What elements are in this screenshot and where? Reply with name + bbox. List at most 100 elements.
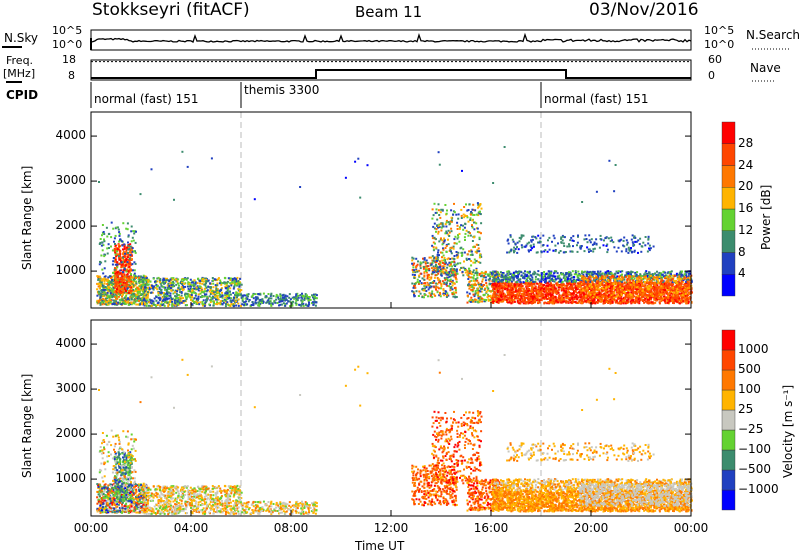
- echo-cell: [481, 284, 483, 286]
- echo-cell: [435, 283, 437, 285]
- echo-cell: [242, 298, 244, 300]
- echo-cell: [135, 296, 137, 298]
- echo-cell: [118, 287, 120, 289]
- echo-cell: [184, 286, 186, 288]
- echo-cell: [193, 292, 195, 294]
- echo-cell: [138, 277, 140, 279]
- echo-cell: [123, 282, 125, 284]
- echo-cell: [130, 297, 132, 299]
- echo-cell: [437, 257, 439, 259]
- echo-cell: [129, 286, 131, 288]
- echo-cell: [107, 294, 109, 296]
- echo-cell: [148, 305, 150, 307]
- echo-cell: [439, 217, 441, 219]
- echo-cell: [99, 242, 101, 244]
- echo-cell: [199, 301, 201, 303]
- echo-cell: [289, 293, 291, 295]
- echo-cell: [136, 287, 138, 289]
- echo-cell: [204, 305, 206, 307]
- echo-cell: [434, 277, 436, 279]
- echo-cell: [442, 243, 444, 245]
- echo-cell: [475, 251, 477, 253]
- echo-cell: [467, 295, 469, 297]
- echo-cell: [459, 269, 461, 271]
- echo-cell: [425, 265, 427, 267]
- echo-cell: [155, 300, 157, 302]
- echo-cell: [424, 294, 426, 296]
- echo-cell: [440, 295, 442, 297]
- echo-cell: [121, 245, 123, 247]
- echo-cell: [460, 224, 462, 226]
- echo-cell: [121, 278, 123, 280]
- echo-cell: [132, 237, 134, 239]
- echo-cell: [508, 285, 510, 287]
- echo-cell: [431, 267, 433, 269]
- echo-cell: [231, 303, 233, 305]
- echo-cell: [497, 271, 499, 273]
- echo-cell: [441, 260, 443, 262]
- echo-cell: [472, 301, 474, 303]
- echo-cell: [99, 283, 101, 285]
- echo-cell: [453, 258, 455, 260]
- echo-cell: [442, 262, 444, 264]
- echo-cell: [224, 294, 226, 296]
- echo-cell: [462, 271, 464, 273]
- echo-cell: [620, 297, 622, 299]
- echo-cell: [474, 284, 476, 286]
- echo-cell: [129, 251, 131, 253]
- echo-cell: [447, 264, 449, 266]
- echo-cell: [472, 246, 474, 248]
- echo-cell: [129, 268, 131, 270]
- echo-cell: [109, 290, 111, 292]
- echo-cell: [118, 296, 120, 298]
- echo-cell: [562, 301, 564, 303]
- echo-cell: [168, 292, 170, 294]
- echo-cell: [228, 294, 230, 296]
- echo-cell: [474, 272, 476, 274]
- echo-cell: [428, 268, 430, 270]
- echo-cell: [121, 261, 123, 263]
- echo-cell: [456, 268, 458, 270]
- echo-cell: [481, 272, 483, 274]
- echo-cell: [428, 288, 430, 290]
- echo-cell: [275, 296, 277, 298]
- echo-cell: [270, 297, 272, 299]
- echo-cell: [130, 273, 132, 275]
- echo-cell: [187, 277, 189, 279]
- echo-cell: [98, 278, 100, 280]
- echo-cell: [135, 277, 137, 279]
- echo-cell: [448, 243, 450, 245]
- echo-cell: [440, 211, 442, 213]
- echo-cell: [248, 300, 250, 302]
- echo-cell: [126, 281, 128, 283]
- echo-cell: [169, 282, 171, 284]
- echo-cell: [509, 285, 511, 287]
- echo-cell: [174, 291, 176, 293]
- echo-cell: [548, 290, 550, 292]
- echo-cell: [434, 295, 436, 297]
- echo-cell: [295, 293, 297, 295]
- echo-cell: [170, 279, 172, 281]
- echo-cell: [181, 302, 183, 304]
- echo-cell: [471, 219, 473, 221]
- echo-cell: [568, 301, 570, 303]
- echo-cell: [412, 274, 414, 276]
- echo-cell: [291, 305, 293, 307]
- echo-cell: [453, 268, 455, 270]
- echo-cell: [147, 297, 149, 299]
- echo-cell: [437, 286, 439, 288]
- echo-cell: [188, 283, 190, 285]
- echo-cell: [145, 275, 147, 277]
- echo-cell: [113, 289, 115, 291]
- echo-cell: [244, 294, 246, 296]
- echo-cell: [456, 254, 458, 256]
- echo-cell: [170, 287, 172, 289]
- echo-cell: [480, 222, 482, 224]
- echo-cell: [114, 269, 116, 271]
- echo-cell: [484, 294, 486, 296]
- echo-cell: [439, 282, 441, 284]
- echo-cell: [555, 300, 557, 302]
- echo-cell: [147, 281, 149, 283]
- echo-cell: [172, 293, 174, 295]
- echo-cell: [302, 295, 304, 297]
